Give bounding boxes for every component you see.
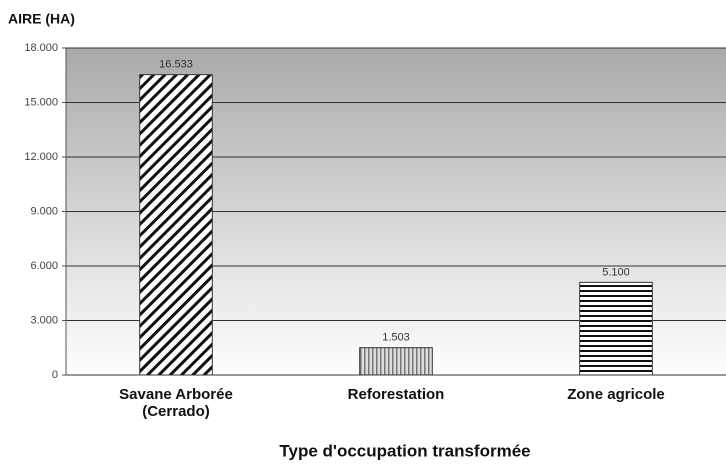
x-tick-label: Reforestation [348, 386, 445, 403]
y-tick-label: 15.000 [24, 96, 58, 108]
y-tick-label: 3.000 [30, 314, 58, 326]
x-tick-label: Zone agricole [567, 386, 665, 403]
x-axis-label: Type d'occupation transformée [279, 441, 530, 460]
bar [359, 347, 433, 376]
y-tick-label: 18.000 [24, 42, 58, 54]
bar [579, 281, 653, 376]
x-tick-label: Savane Arborée (Cerrado) [119, 386, 233, 420]
y-tick-label: 6.000 [30, 260, 58, 272]
value-label: 5.100 [602, 266, 630, 278]
y-tick-label: 0 [52, 369, 58, 381]
y-tick-label: 12.000 [24, 151, 58, 163]
value-label: 1.503 [382, 332, 410, 344]
bar [139, 74, 213, 376]
y-axis-label: AIRE (HA) [8, 11, 75, 27]
y-tick-label: 9.000 [30, 205, 58, 217]
value-label: 16.533 [159, 59, 193, 71]
